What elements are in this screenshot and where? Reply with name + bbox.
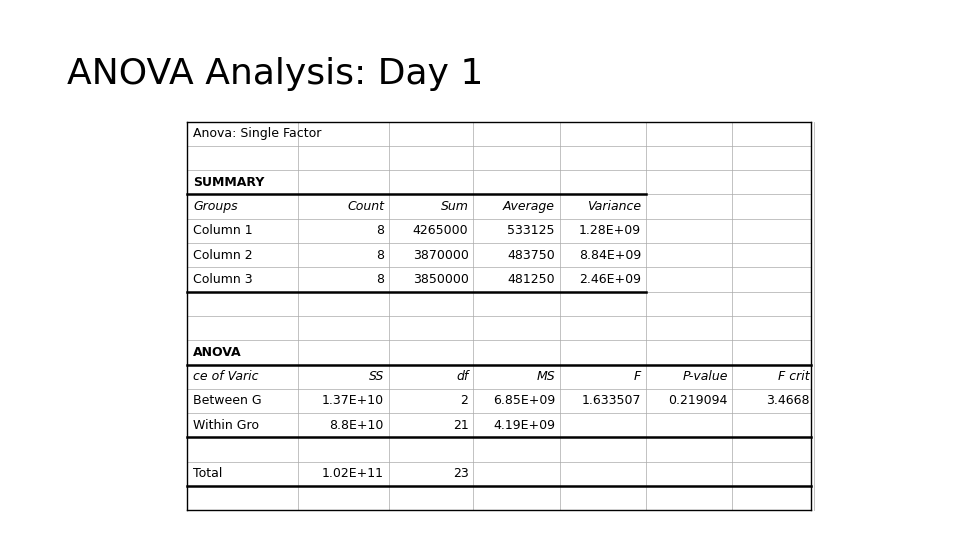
Text: Column 1: Column 1 <box>193 224 252 238</box>
Text: F: F <box>634 370 641 383</box>
Text: 8: 8 <box>376 248 384 262</box>
Text: 8.8E+10: 8.8E+10 <box>329 418 384 432</box>
Text: Count: Count <box>347 200 384 213</box>
Text: Column 3: Column 3 <box>193 273 252 286</box>
Text: Column 2: Column 2 <box>193 248 252 262</box>
Text: 1.633507: 1.633507 <box>582 394 641 408</box>
Text: 8: 8 <box>376 273 384 286</box>
Text: Within Gro: Within Gro <box>193 418 259 432</box>
Text: 23: 23 <box>453 467 468 481</box>
Text: Anova: Single Factor: Anova: Single Factor <box>193 127 322 140</box>
Text: SS: SS <box>369 370 384 383</box>
Text: 21: 21 <box>453 418 468 432</box>
Text: 533125: 533125 <box>508 224 555 238</box>
Text: P-value: P-value <box>683 370 728 383</box>
Text: ANOVA: ANOVA <box>193 346 242 359</box>
Text: Average: Average <box>503 200 555 213</box>
Text: df: df <box>456 370 468 383</box>
Text: SUMMARY: SUMMARY <box>193 176 264 189</box>
Text: Groups: Groups <box>193 200 237 213</box>
Text: 4265000: 4265000 <box>413 224 468 238</box>
Text: 2.46E+09: 2.46E+09 <box>579 273 641 286</box>
Text: 3.4668: 3.4668 <box>766 394 809 408</box>
Text: 0.219094: 0.219094 <box>668 394 728 408</box>
Text: 3850000: 3850000 <box>413 273 468 286</box>
Text: 3870000: 3870000 <box>413 248 468 262</box>
Text: ce of Varic: ce of Varic <box>193 370 258 383</box>
Text: 2: 2 <box>461 394 468 408</box>
Text: 8.84E+09: 8.84E+09 <box>579 248 641 262</box>
Text: Sum: Sum <box>441 200 468 213</box>
Text: Total: Total <box>193 467 223 481</box>
Text: F crit: F crit <box>778 370 809 383</box>
Text: 1.37E+10: 1.37E+10 <box>322 394 384 408</box>
Text: 483750: 483750 <box>507 248 555 262</box>
Text: Variance: Variance <box>588 200 641 213</box>
Text: 6.85E+09: 6.85E+09 <box>492 394 555 408</box>
Text: 1.02E+11: 1.02E+11 <box>322 467 384 481</box>
Text: MS: MS <box>537 370 555 383</box>
Text: 8: 8 <box>376 224 384 238</box>
Text: 1.28E+09: 1.28E+09 <box>579 224 641 238</box>
Text: ANOVA Analysis: Day 1: ANOVA Analysis: Day 1 <box>67 57 484 91</box>
Text: Between G: Between G <box>193 394 261 408</box>
Text: 4.19E+09: 4.19E+09 <box>492 418 555 432</box>
Text: 481250: 481250 <box>507 273 555 286</box>
